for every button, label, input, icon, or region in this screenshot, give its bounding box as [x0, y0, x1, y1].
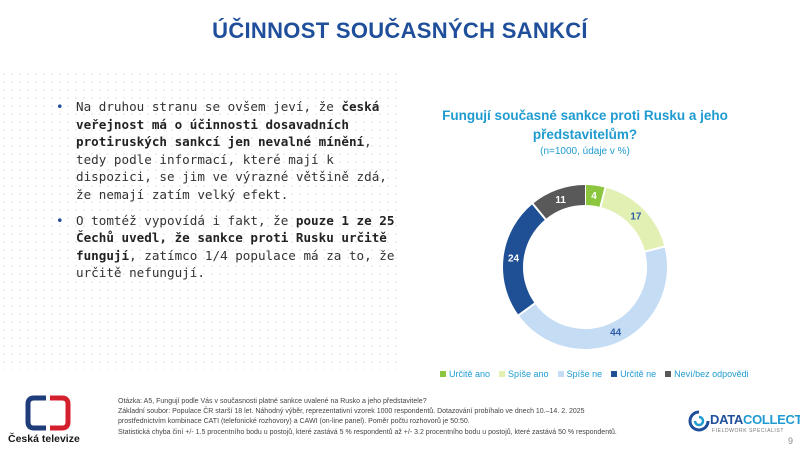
legend-label: Spíše ano — [508, 369, 549, 379]
legend-swatch — [665, 371, 672, 377]
legend-label: Neví/bez odpovědi — [674, 369, 749, 379]
legend-swatch — [611, 371, 618, 377]
ceska-televize-text: Česká televize — [8, 433, 80, 445]
chart-legend: Určitě ano Spíše ano Spíše ne Určitě ne Neví… — [440, 369, 770, 379]
donut-value-label: 24 — [508, 253, 520, 264]
bullet-dot: • — [56, 212, 64, 228]
bullet-text-bold: česká veřejnost má o účinnosti dosavadní… — [76, 99, 380, 150]
legend-item: Určitě ano — [440, 369, 490, 379]
slide-title: ÚČINNOST SOUČASNÝCH SANKCÍ — [212, 18, 588, 43]
slice-separator — [531, 202, 547, 221]
legend-label: Určitě ne — [620, 369, 657, 379]
legend-swatch — [557, 371, 564, 377]
dotted-background — [0, 70, 400, 370]
donut-value-label: 4 — [591, 191, 597, 202]
slice-separator — [517, 302, 537, 317]
datacollect-icon — [688, 410, 710, 432]
bullet-item: • O tomtéž vypovídá i fakt, že pouze 1 ze… — [56, 212, 396, 282]
ceska-televize-icon — [25, 395, 71, 431]
bullet-text: Na druhou stranu se ovšem jeví, že — [76, 99, 342, 114]
datacollect-tagline: FIELDWORK SPECIALIST — [712, 428, 785, 434]
bullet-dot: • — [56, 99, 64, 114]
note-line: Základní soubor: Populace ČR starší 18 l… — [118, 408, 585, 416]
datacollect-word-collect: COLLECT — [742, 412, 800, 427]
slice-separator — [599, 186, 607, 209]
legend-item: Určitě ne — [611, 369, 656, 379]
legend-label: Spíše ne — [566, 369, 603, 379]
bullet-text: , tedy podle informací, které mají k dis… — [76, 134, 387, 202]
donut-value-label: 44 — [610, 328, 622, 339]
legend-swatch — [440, 371, 446, 377]
bullet-list: • Na druhou stranu se ovšem jeví, že česk… — [56, 98, 396, 290]
chart-title: Fungují současné sankce proti Rusku a je… — [442, 108, 728, 142]
note-line: Otázka: A5, Fungují podle Vás v současno… — [118, 398, 427, 405]
bullet-text-bold: pouze 1 ze 25 Čechů uvedl, že sankce pro… — [76, 212, 395, 263]
datacollect-word-data: DATA — [710, 412, 743, 427]
donut-slice-2 — [600, 187, 665, 252]
note-line: prostřednictvím kombinace CATI (telefoni… — [118, 418, 470, 426]
legend-item: Neví/bez odpovědi — [665, 369, 749, 379]
legend-item: Spíše ne — [557, 369, 603, 379]
page-number: 9 — [788, 436, 794, 446]
ceska-televize-logo: Česká televize — [8, 395, 88, 445]
legend-swatch — [499, 371, 506, 377]
datacollect-logo: DATACOLLECT FIELDWORK SPECIALIST — [688, 408, 800, 444]
methodology-notes: Otázka: A5, Fungují podle Vás v současno… — [118, 397, 678, 438]
bullet-item: • Na druhou stranu se ovšem jeví, že česk… — [56, 98, 396, 204]
note-line: Statistická chyba činí +/- 1.5 procentní… — [118, 428, 617, 436]
donut-slice-5 — [532, 185, 586, 220]
bullet-text: , zatímco 1/4 populace má za to, že urči… — [76, 247, 395, 281]
chart-subtitle: (n=1000, údaje v %) — [540, 146, 630, 157]
legend-label: Určitě ano — [449, 369, 491, 379]
donut-slice-4 — [503, 203, 546, 316]
donut-value-label: 11 — [555, 195, 566, 206]
datacollect-wordmark: DATACOLLECT — [710, 412, 800, 427]
slice-separator — [643, 245, 666, 253]
donut-value-label: 17 — [630, 212, 642, 223]
bullet-text: O tomtéž vypovídá i fakt, že — [76, 212, 296, 228]
donut-chart: 4 17 44 24 11 — [503, 184, 667, 349]
donut-slice-3 — [518, 246, 667, 349]
legend-item: Spíše ano — [499, 369, 549, 379]
